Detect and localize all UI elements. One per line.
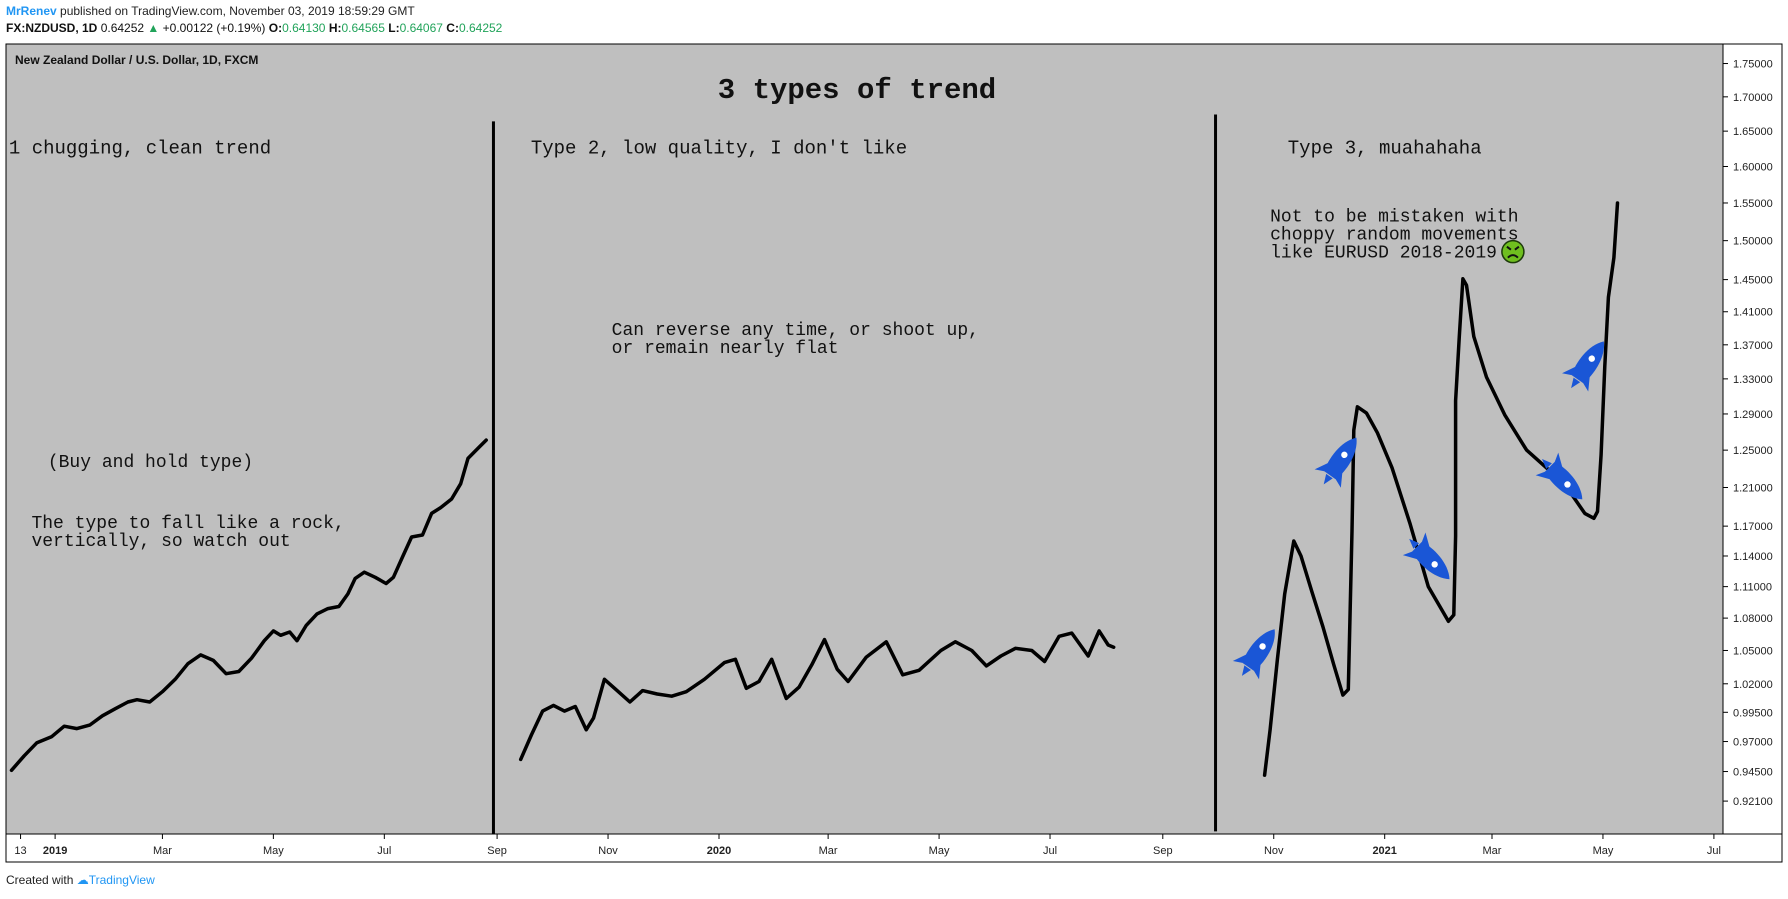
section-heading-2[interactable]: Type 2, low quality, I don't like xyxy=(531,138,907,160)
symbol-label: FX:NZDUSD, 1D xyxy=(6,21,98,35)
trend-line-3[interactable] xyxy=(1262,201,1620,777)
y-tick-label: 1.02000 xyxy=(1733,679,1773,691)
x-tick-label: Jul xyxy=(1043,845,1057,857)
x-tick-label: Mar xyxy=(153,845,172,857)
chart-pane[interactable] xyxy=(5,43,1724,835)
chart-title: 3 types of trend xyxy=(718,74,996,107)
trend-line-1[interactable] xyxy=(9,438,488,773)
tradingview-logo-icon: ☁ xyxy=(76,873,89,887)
close-value: 0.64252 xyxy=(458,21,503,35)
annotation-text-6[interactable]: (Buy and hold type) xyxy=(48,453,253,473)
tradingview-link[interactable]: TradingView xyxy=(88,873,155,887)
x-tick-label: May xyxy=(263,845,284,857)
created-with-text: Created with xyxy=(6,873,74,887)
x-tick-label: Jul xyxy=(1707,845,1721,857)
y-tick-label: 1.05000 xyxy=(1733,645,1773,657)
close-label: C: xyxy=(446,21,459,35)
y-tick-label: 1.14000 xyxy=(1733,551,1773,563)
annotation-text-5[interactable]: Can reverse any time, or shoot up, or rem… xyxy=(612,321,979,359)
high-value: 0.64565 xyxy=(341,21,385,35)
rocket-icon xyxy=(1314,437,1357,488)
footer: Created with ☁TradingView xyxy=(6,873,155,887)
x-tick-label: 2019 xyxy=(43,845,67,857)
ohlc-legend: FX:NZDUSD, 1D 0.64252 ▲ +0.00122 (+0.19%… xyxy=(6,21,502,35)
last-price: 0.64252 xyxy=(100,21,145,35)
y-tick-label: 1.55000 xyxy=(1733,198,1773,210)
rocket-icon xyxy=(1402,532,1450,580)
author-link[interactable]: MrRenev xyxy=(6,4,57,18)
x-tick-label: Sep xyxy=(487,845,507,857)
y-tick-label: 1.75000 xyxy=(1733,59,1773,71)
section-heading-3[interactable]: Type 3, muahahaha xyxy=(1288,138,1482,160)
sick-face-emoji-icon xyxy=(1501,239,1525,264)
low-label: L: xyxy=(388,21,400,35)
x-tick-label: 2021 xyxy=(1372,845,1396,857)
publish-info: MrRenev published on TradingView.com, No… xyxy=(6,4,415,18)
y-tick-label: 1.37000 xyxy=(1733,340,1773,352)
y-tick-label: 1.50000 xyxy=(1733,236,1773,248)
y-tick-label: 1.17000 xyxy=(1733,521,1773,533)
x-tick-label: Sep xyxy=(1153,845,1173,857)
section-heading-1[interactable]: Type 1 chugging, clean trend xyxy=(0,138,271,160)
y-tick-label: 1.21000 xyxy=(1733,483,1773,495)
open-value: 0.64130 xyxy=(282,21,326,35)
low-value: 0.64067 xyxy=(399,21,443,35)
instrument-label: New Zealand Dollar / U.S. Dollar, 1D, FX… xyxy=(15,53,258,67)
y-tick-label: 1.29000 xyxy=(1733,409,1773,421)
y-tick-label: 0.94500 xyxy=(1733,767,1773,779)
published-text: published on TradingView.com, November 0… xyxy=(60,4,415,18)
annotation-text-7[interactable]: The type to fall like a rock, vertically,… xyxy=(31,514,344,552)
price-scale[interactable] xyxy=(1722,43,1783,835)
price-change: +0.00122 (+0.19%) xyxy=(162,21,266,35)
x-tick-label: Nov xyxy=(1264,845,1284,857)
rocket-icon xyxy=(1535,452,1583,500)
time-scale[interactable] xyxy=(5,833,1783,863)
y-tick-label: 1.25000 xyxy=(1733,445,1773,457)
y-tick-label: 1.33000 xyxy=(1733,374,1773,386)
y-tick-label: 0.92100 xyxy=(1733,796,1773,808)
x-tick-label: May xyxy=(1593,845,1614,857)
annotation-text-4[interactable]: Not to be mistaken with choppy random mov… xyxy=(1270,208,1518,264)
y-tick-label: 1.60000 xyxy=(1733,161,1773,173)
y-tick-label: 1.65000 xyxy=(1733,126,1773,138)
x-tick-label: Jul xyxy=(377,845,391,857)
y-tick-label: 1.70000 xyxy=(1733,92,1773,104)
y-tick-label: 0.99500 xyxy=(1733,707,1773,719)
y-tick-label: 1.11000 xyxy=(1733,582,1772,594)
x-tick-label: Nov xyxy=(598,845,618,857)
open-label: O: xyxy=(268,21,283,35)
x-tick-label: Mar xyxy=(1483,845,1502,857)
y-tick-label: 1.45000 xyxy=(1733,275,1773,287)
y-tick-label: 0.97000 xyxy=(1733,737,1773,749)
x-tick-label: Mar xyxy=(819,845,838,857)
up-arrow-icon: ▲ xyxy=(147,21,160,35)
high-label: H: xyxy=(328,21,342,35)
rocket-icon xyxy=(1232,629,1275,680)
trend-line-2[interactable] xyxy=(518,629,1116,762)
rocket-icon xyxy=(1562,341,1604,392)
y-tick-label: 1.41000 xyxy=(1733,307,1773,319)
y-tick-label: 1.08000 xyxy=(1733,613,1773,625)
x-tick-label: 2020 xyxy=(707,845,731,857)
x-tick-label: 13 xyxy=(14,845,26,857)
x-tick-label: May xyxy=(929,845,950,857)
